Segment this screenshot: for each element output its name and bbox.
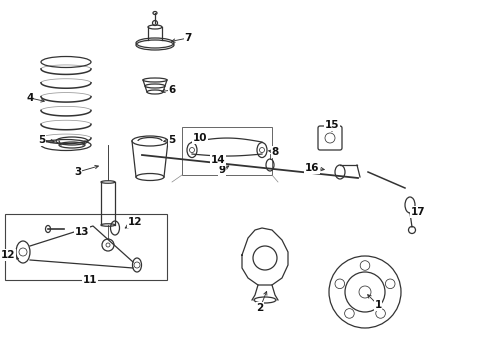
Text: 11: 11 [83,275,97,285]
Text: 12: 12 [1,250,15,260]
Text: 12: 12 [128,217,142,227]
Text: 15: 15 [325,120,339,130]
Text: 17: 17 [411,207,425,217]
Text: 7: 7 [184,33,192,43]
Text: 16: 16 [305,163,319,173]
Text: 10: 10 [193,133,207,143]
Text: 4: 4 [26,93,34,103]
Text: 8: 8 [271,147,279,157]
Text: 5: 5 [169,135,175,145]
Text: 13: 13 [75,227,89,237]
Text: 3: 3 [74,167,82,177]
Text: 9: 9 [219,165,225,175]
Text: 2: 2 [256,303,264,313]
Text: 6: 6 [169,85,175,95]
Text: 1: 1 [374,300,382,310]
Text: 5: 5 [38,135,46,145]
Text: 14: 14 [211,155,225,165]
